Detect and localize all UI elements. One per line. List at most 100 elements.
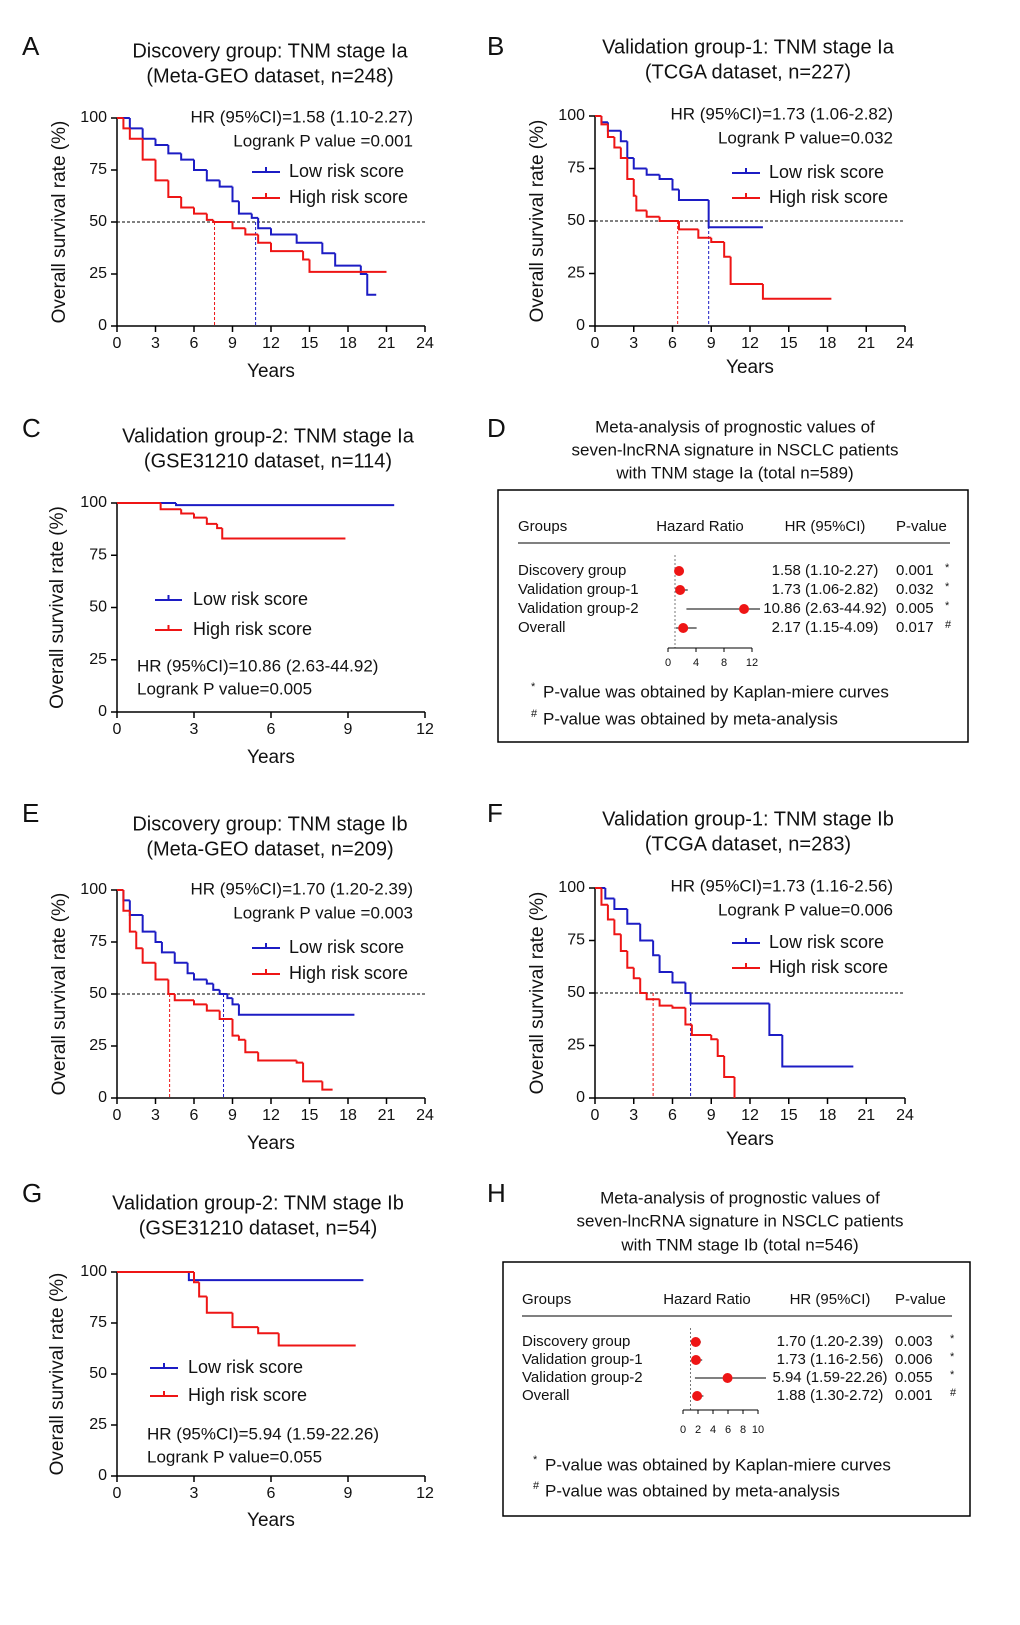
annotation: Logrank P value =0.003: [233, 903, 413, 922]
y-tick-label: 0: [576, 1089, 585, 1106]
survival-step: [193, 159, 207, 171]
survival-step: [231, 998, 239, 1006]
survival-step: [226, 994, 233, 1000]
survival-step: [658, 955, 673, 973]
p-label: 0.003: [895, 1333, 933, 1350]
survival-step: [359, 265, 368, 275]
survival-step: [160, 942, 175, 954]
chart-title: (TCGA dataset, n=283): [645, 833, 851, 855]
survival-step: [167, 145, 182, 155]
survival-step: [366, 274, 377, 296]
survival-step: [193, 1000, 207, 1006]
y-tick-label: 50: [89, 599, 107, 616]
chart-title: Validation group-1: TNM stage Ia: [602, 36, 895, 58]
y-axis-label: Overall survival rate (%): [49, 893, 70, 1096]
survival-step: [128, 128, 143, 140]
survival-step: [626, 158, 634, 180]
y-tick-label: 50: [89, 1365, 107, 1382]
x-axis-label: Years: [726, 357, 774, 378]
survival-step: [198, 1282, 207, 1298]
x-tick-label: 9: [707, 1107, 716, 1124]
survival-step: [154, 138, 169, 147]
footnote: P-value was obtained by meta-analysis: [543, 709, 838, 728]
footnote: P-value was obtained by Kaplan-miere cur…: [545, 1455, 891, 1474]
survival-step: [205, 170, 220, 182]
hr-label: 10.86 (2.63-44.92): [763, 600, 886, 617]
x-tick-label: 3: [151, 1107, 160, 1124]
survival-step: [193, 973, 207, 981]
x-tick-label: 24: [896, 1107, 914, 1124]
column-header: P-value: [896, 518, 947, 535]
annotation: HR (95%CI)=1.73 (1.06-2.82): [670, 104, 893, 123]
y-axis-label: Overall survival rate (%): [527, 892, 548, 1095]
survival-step: [175, 503, 395, 507]
survival-step: [205, 213, 214, 221]
survival-step: [205, 1004, 220, 1012]
annotation: Logrank P value=0.006: [718, 900, 893, 919]
x-tick-label: 6: [668, 1107, 677, 1124]
survival-step: [154, 931, 162, 943]
survival-step: [135, 931, 143, 950]
x-tick-label: 3: [190, 1485, 199, 1502]
y-tick-label: 75: [567, 932, 585, 949]
survival-step: [613, 898, 628, 910]
x-tick-label: 15: [780, 1107, 798, 1124]
chart-title: with TNM stage Ia (total n=589): [615, 463, 853, 482]
y-tick-label: 25: [89, 1416, 107, 1433]
y-tick-label: 25: [567, 265, 585, 282]
survival-step: [639, 978, 647, 994]
x-axis-label: Years: [726, 1129, 774, 1150]
chart-title: Discovery group: TNM stage Ib: [132, 813, 407, 835]
chart-title: seven-lncRNA signature in NSCLC patients: [577, 1211, 904, 1230]
survival-step: [205, 979, 214, 985]
y-tick-label: 75: [89, 161, 107, 178]
x-tick-label: 15: [301, 335, 319, 352]
x-tick-label: 24: [416, 335, 434, 352]
survival-step: [295, 1060, 304, 1064]
p-label: 0.001: [896, 562, 934, 579]
group-label: Overall: [518, 619, 566, 636]
legend-label: Low risk score: [289, 161, 404, 181]
x-tick-label: 8: [721, 657, 727, 669]
x-tick-label: 3: [190, 721, 199, 738]
footnote: P-value was obtained by meta-analysis: [545, 1481, 840, 1500]
x-tick-label: 21: [857, 1107, 875, 1124]
survival-step: [186, 962, 194, 975]
panel-label: H: [487, 1178, 506, 1208]
x-tick-label: 4: [693, 657, 699, 669]
chart-title: (TCGA dataset, n=227): [645, 61, 851, 83]
survival-step: [244, 228, 259, 236]
legend-label: High risk score: [769, 957, 888, 977]
y-tick-label: 100: [80, 881, 107, 898]
survival-step: [154, 159, 169, 182]
legend-label: High risk score: [193, 619, 312, 639]
y-axis-label: Overall survival rate (%): [527, 120, 548, 323]
survival-step: [173, 952, 188, 964]
hr-label: 1.88 (1.30-2.72): [777, 1387, 884, 1404]
hr-label: 1.73 (1.16-2.56): [777, 1351, 884, 1368]
survival-step: [193, 513, 207, 519]
x-tick-label: 0: [591, 1107, 600, 1124]
survival-step: [231, 186, 239, 203]
x-axis-label: Years: [247, 747, 295, 768]
x-tick-label: 15: [780, 335, 798, 352]
survival-step: [180, 509, 194, 515]
legend-label: Low risk score: [188, 1357, 303, 1377]
hr-label: 1.73 (1.06-2.82): [772, 581, 879, 598]
x-tick-label: 0: [665, 657, 671, 669]
footnote-symbol: #: [533, 1480, 540, 1492]
y-tick-label: 0: [98, 1089, 107, 1106]
p-label: 0.005: [896, 600, 934, 617]
survival-step: [141, 914, 156, 933]
hr-point: [678, 623, 689, 633]
survival-step: [308, 259, 387, 273]
annotation: HR (95%CI)=10.86 (2.63-44.92): [137, 656, 378, 675]
survival-step: [187, 1272, 364, 1282]
survival-step: [710, 1035, 718, 1041]
survival-step: [212, 219, 233, 223]
y-tick-label: 75: [89, 546, 107, 563]
p-label: 0.055: [895, 1369, 933, 1386]
y-tick-label: 25: [89, 265, 107, 282]
survival-step: [632, 158, 647, 170]
x-tick-label: 12: [416, 721, 434, 738]
